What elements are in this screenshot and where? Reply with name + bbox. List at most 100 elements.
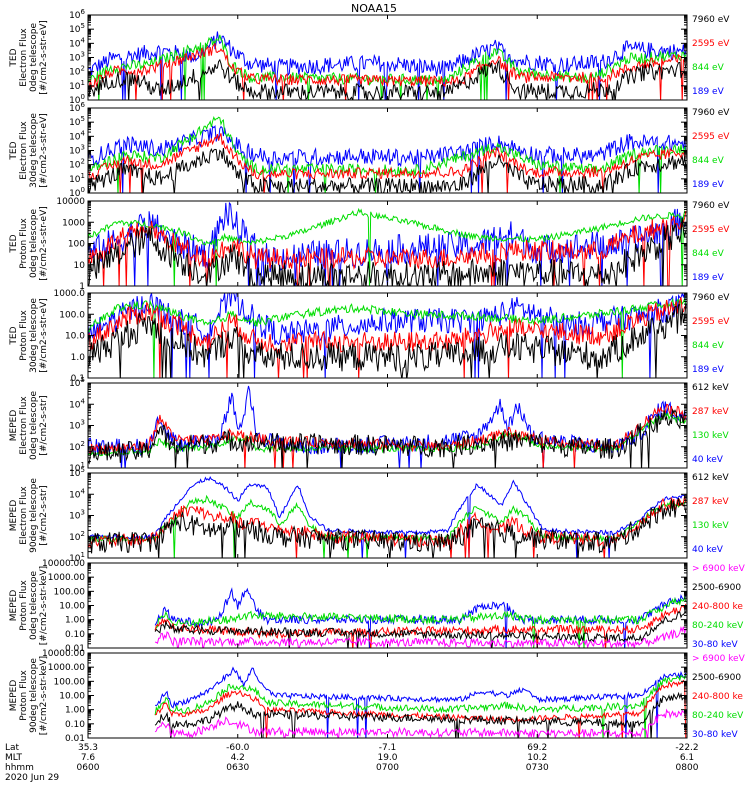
y-tick-label: 0.01 bbox=[65, 644, 85, 654]
y-tick-label: 104 bbox=[69, 397, 85, 410]
panel-8: 0.01 0.10 1.00 10.00 100.00 1000.00 10000.00 ME… bbox=[9, 649, 746, 744]
legend-entry: 7960 eV bbox=[692, 108, 730, 118]
series-black bbox=[88, 497, 687, 558]
y-tick-label: 1 bbox=[79, 282, 85, 292]
series-red bbox=[88, 42, 687, 100]
y-tick-label: 104 bbox=[69, 129, 85, 142]
y-axis-label: MEPED bbox=[9, 410, 19, 442]
y-axis-label: 0deg telescope bbox=[29, 391, 39, 461]
y-tick-label: 101 bbox=[69, 172, 85, 185]
y-tick-label: 102 bbox=[69, 530, 85, 543]
y-tick-label: 102 bbox=[69, 440, 85, 453]
y-axis-label: 30deg telescope bbox=[29, 298, 39, 373]
y-axis-label: [#/cm2-s-str-keV] bbox=[39, 566, 49, 645]
series-red bbox=[154, 603, 687, 648]
legend-entry: 240-800 ke bbox=[692, 692, 743, 702]
x-row-label: MLT bbox=[5, 753, 23, 763]
series-black bbox=[154, 691, 687, 738]
legend-entry: 7960 eV bbox=[692, 15, 730, 25]
y-axis-label: MEPED bbox=[9, 500, 19, 532]
y-tick-label: 100.00 bbox=[54, 587, 86, 597]
series-magenta bbox=[154, 708, 687, 738]
y-axis-label: MEPED bbox=[9, 590, 19, 622]
y-tick-label: 105 bbox=[69, 115, 85, 128]
legend-entry: 40 keV bbox=[692, 455, 724, 465]
series-green bbox=[154, 595, 687, 648]
panel-frame bbox=[87, 382, 688, 469]
legend-entry: 844 eV bbox=[692, 249, 725, 259]
series-black bbox=[88, 58, 687, 100]
y-tick-label: 1.00 bbox=[65, 616, 85, 626]
y-tick-label: 100 bbox=[68, 240, 85, 250]
y-tick-label: 0.10 bbox=[65, 630, 85, 640]
y-axis-label: 30deg telescope bbox=[29, 113, 39, 188]
legend-entry: 30-80 keV bbox=[692, 640, 738, 650]
y-tick-label: 104 bbox=[69, 36, 85, 49]
legend-entry: 80-240 keV bbox=[692, 711, 744, 721]
x-tick-lat: -7.1 bbox=[379, 743, 397, 753]
y-axis-label: 0deg telescope bbox=[29, 571, 39, 641]
y-tick-label: 1000.00 bbox=[48, 663, 85, 673]
chart-title: NOAA15 bbox=[351, 2, 397, 15]
x-tick-hhmm: 0600 bbox=[77, 763, 100, 773]
y-axis-label: TED bbox=[9, 141, 19, 160]
series-black bbox=[154, 611, 687, 648]
y-tick-label: 10000.00 bbox=[42, 649, 85, 659]
legend-entry: 2595 eV bbox=[692, 132, 730, 142]
y-tick-label: 100.0 bbox=[59, 310, 85, 320]
y-tick-label: 100.00 bbox=[54, 677, 86, 687]
y-axis-label: Electron Flux bbox=[19, 486, 29, 545]
series-black bbox=[88, 147, 687, 193]
legend-entry: > 6900 keV bbox=[692, 654, 746, 664]
y-axis-label: [#/cm2-s-str-eV] bbox=[39, 20, 49, 95]
y-axis-label: 0deg telescope bbox=[29, 209, 39, 279]
series-magenta bbox=[154, 626, 687, 648]
panel-3: 1 10 100 1000 10000 TED Proton Flux 0deg telesc… bbox=[9, 197, 730, 292]
x-row-label: 2020 Jun 29 bbox=[5, 773, 59, 783]
y-tick-label: 106 bbox=[69, 8, 85, 21]
x-tick-mlt: 4.2 bbox=[231, 753, 245, 763]
y-axis-label: Proton Flux bbox=[19, 310, 29, 361]
legend-entry: 287 keV bbox=[692, 497, 729, 507]
y-tick-label: 10 bbox=[74, 261, 86, 271]
y-tick-label: 1000.00 bbox=[48, 573, 85, 583]
legend-entry: 2500-6900 bbox=[692, 673, 741, 683]
y-axis-label: 90deg telescope bbox=[29, 478, 39, 553]
y-tick-label: 1000.0 bbox=[54, 289, 86, 299]
legend-entry: 189 eV bbox=[692, 273, 725, 283]
y-axis-label: [#/cm2-s-str] bbox=[39, 485, 49, 545]
legend-entry: 130 keV bbox=[692, 431, 729, 441]
legend-entry: 240-800 ke bbox=[692, 602, 743, 612]
legend-entry: 2595 eV bbox=[692, 317, 730, 327]
series-green bbox=[88, 207, 687, 286]
x-row-label: Lat bbox=[5, 743, 20, 753]
series-red bbox=[155, 679, 687, 738]
legend-entry: 612 keV bbox=[692, 383, 729, 393]
y-tick-label: 10.00 bbox=[59, 602, 85, 612]
x-tick-mlt: 7.6 bbox=[81, 753, 96, 763]
legend-entry: 130 keV bbox=[692, 521, 729, 531]
y-tick-label: 103 bbox=[69, 51, 85, 64]
series-red bbox=[88, 210, 687, 286]
legend-entry: 844 eV bbox=[692, 63, 725, 73]
panel-4: 0.1 1.0 10.0 100.0 1000.0 TED Proton Flux 30deg… bbox=[9, 289, 730, 384]
series-green bbox=[154, 674, 687, 738]
y-axis-label: [#/cm2-s-str-eV] bbox=[39, 298, 49, 373]
series-green bbox=[88, 494, 687, 558]
x-tick-lat: -22.2 bbox=[675, 743, 698, 753]
y-tick-label: 10.0 bbox=[65, 332, 85, 342]
y-axis-label: Electron Flux bbox=[19, 28, 29, 87]
series-red bbox=[88, 133, 687, 193]
series-black bbox=[88, 304, 687, 378]
legend-entry: 2595 eV bbox=[692, 39, 730, 49]
series-red bbox=[88, 297, 686, 378]
legend-entry: 2595 eV bbox=[692, 225, 730, 235]
x-tick-mlt: 19.0 bbox=[377, 753, 397, 763]
series-green bbox=[88, 34, 687, 100]
y-axis-label: 0deg telescope bbox=[29, 23, 39, 93]
x-row-label: hhmm bbox=[5, 763, 34, 773]
